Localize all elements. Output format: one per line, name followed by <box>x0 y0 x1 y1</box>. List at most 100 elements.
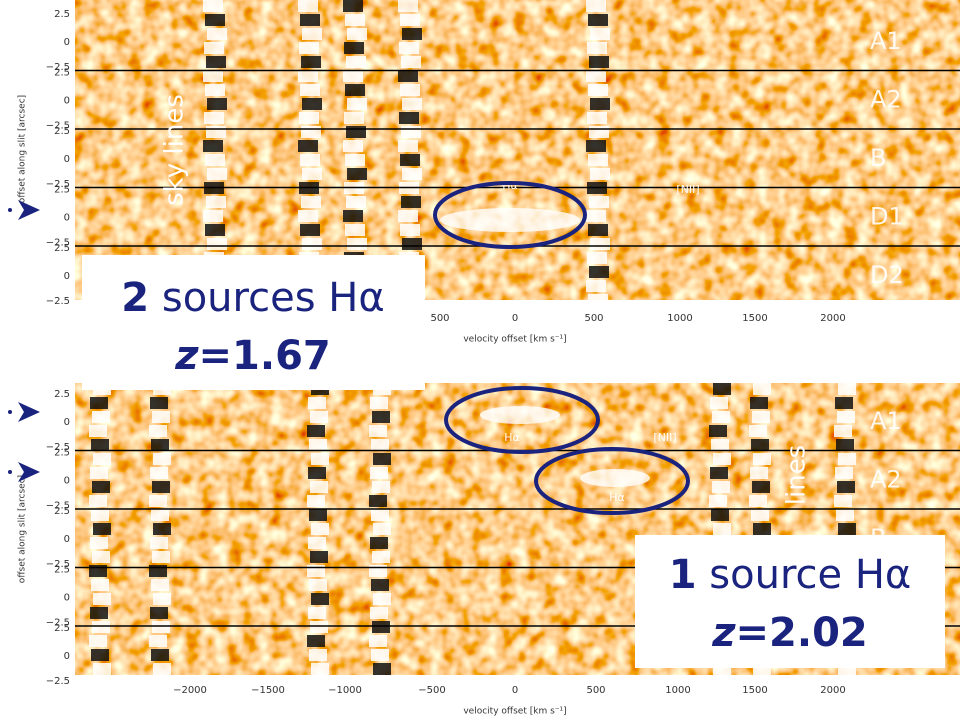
z-value: =2.02 <box>736 610 868 656</box>
stripe <box>203 0 223 12</box>
source-text: sources Hα <box>162 275 385 321</box>
row-label: A1 <box>870 27 902 55</box>
stripe <box>590 168 610 180</box>
stripe <box>207 28 227 40</box>
x-tick-label: −500 <box>418 685 445 696</box>
y-tick-label: −2.5 <box>46 296 70 307</box>
stripe <box>207 238 227 250</box>
stripe <box>93 523 111 535</box>
stripe <box>205 14 225 26</box>
stripe <box>710 467 728 479</box>
x-axis-label: velocity offset [km s⁻¹] <box>463 707 566 717</box>
stripe <box>207 98 227 110</box>
slide: 2.50−2.5A12.50−2.5A22.50−2.5B2.50−2.5D12… <box>0 0 963 720</box>
stripe <box>372 481 390 493</box>
row-label: A1 <box>870 407 902 435</box>
stripe <box>92 481 110 493</box>
x-tick-label: 2000 <box>820 685 845 696</box>
stripe <box>590 238 610 250</box>
stripe <box>400 154 420 166</box>
stripe <box>712 411 730 423</box>
stripe <box>398 210 418 222</box>
stripe <box>589 266 609 278</box>
stripe <box>343 210 363 222</box>
y-tick-label: 2.5 <box>54 68 70 79</box>
stripe <box>713 383 731 395</box>
stripe <box>586 140 606 152</box>
stripe <box>371 579 389 591</box>
stripe <box>710 397 728 409</box>
stripe <box>372 411 390 423</box>
stripe <box>298 210 318 222</box>
stripe <box>308 537 326 549</box>
stripe <box>345 224 365 236</box>
stripe <box>371 439 389 451</box>
stripe <box>370 397 388 409</box>
x-axis-label: velocity offset [km s⁻¹] <box>463 335 566 345</box>
x-tick-label: −1500 <box>251 685 285 696</box>
stripe <box>398 70 418 82</box>
stripe <box>308 397 326 409</box>
stripe <box>151 509 169 521</box>
stripe <box>711 439 729 451</box>
stripe <box>346 196 366 208</box>
stripe <box>150 537 168 549</box>
x-tick-label: 2000 <box>820 313 845 324</box>
stripe <box>399 42 419 54</box>
y-axis-label: offset along slit [arcsec] <box>18 475 28 583</box>
stripe <box>93 663 111 675</box>
stripe <box>307 495 325 507</box>
stripe <box>300 84 320 96</box>
stripe <box>298 70 318 82</box>
y-tick-label: 2.5 <box>54 185 70 196</box>
y-tick-label: 0 <box>64 593 70 604</box>
stripe <box>400 224 420 236</box>
stripe <box>203 210 223 222</box>
stripe <box>302 168 322 180</box>
callout-count: 1 source Hα <box>669 552 912 598</box>
stripe <box>400 14 420 26</box>
stripe <box>401 56 421 68</box>
stripe <box>311 523 329 535</box>
y-tick-label: 2.5 <box>54 243 70 254</box>
stripe <box>749 425 767 437</box>
x-tick-label: 500 <box>430 313 449 324</box>
stripe <box>369 635 387 647</box>
stripe <box>300 224 320 236</box>
x-tick-label: 0 <box>512 685 518 696</box>
y-tick-label: 0 <box>64 37 70 48</box>
stripe <box>152 481 170 493</box>
stripe <box>346 126 366 138</box>
stripe <box>309 649 327 661</box>
x-tick-label: −2000 <box>173 685 207 696</box>
stripe <box>749 495 767 507</box>
stripe <box>402 98 422 110</box>
stripe <box>588 154 608 166</box>
redshift: z=2.02 <box>711 610 868 656</box>
stripe <box>150 467 168 479</box>
stripe <box>90 607 108 619</box>
stripe <box>91 649 109 661</box>
stripe <box>90 467 108 479</box>
stripe <box>344 112 364 124</box>
line-label: Hα <box>502 179 518 192</box>
stripe <box>204 112 224 124</box>
stripe <box>399 112 419 124</box>
stripe <box>838 523 856 535</box>
stripe <box>586 0 606 12</box>
y-tick-label: 0 <box>64 154 70 165</box>
stripe <box>204 42 224 54</box>
stripe <box>838 383 856 395</box>
stripe <box>837 481 855 493</box>
z-symbol: z <box>174 333 199 379</box>
stripe <box>345 84 365 96</box>
stripe <box>373 593 391 605</box>
y-tick-label: 0 <box>64 417 70 428</box>
stripe <box>311 453 329 465</box>
x-tick-label: 0 <box>512 313 518 324</box>
x-tick-label: 500 <box>586 685 605 696</box>
stripe <box>709 425 727 437</box>
stripe <box>752 481 770 493</box>
stripe <box>713 453 731 465</box>
stripe <box>298 0 318 12</box>
